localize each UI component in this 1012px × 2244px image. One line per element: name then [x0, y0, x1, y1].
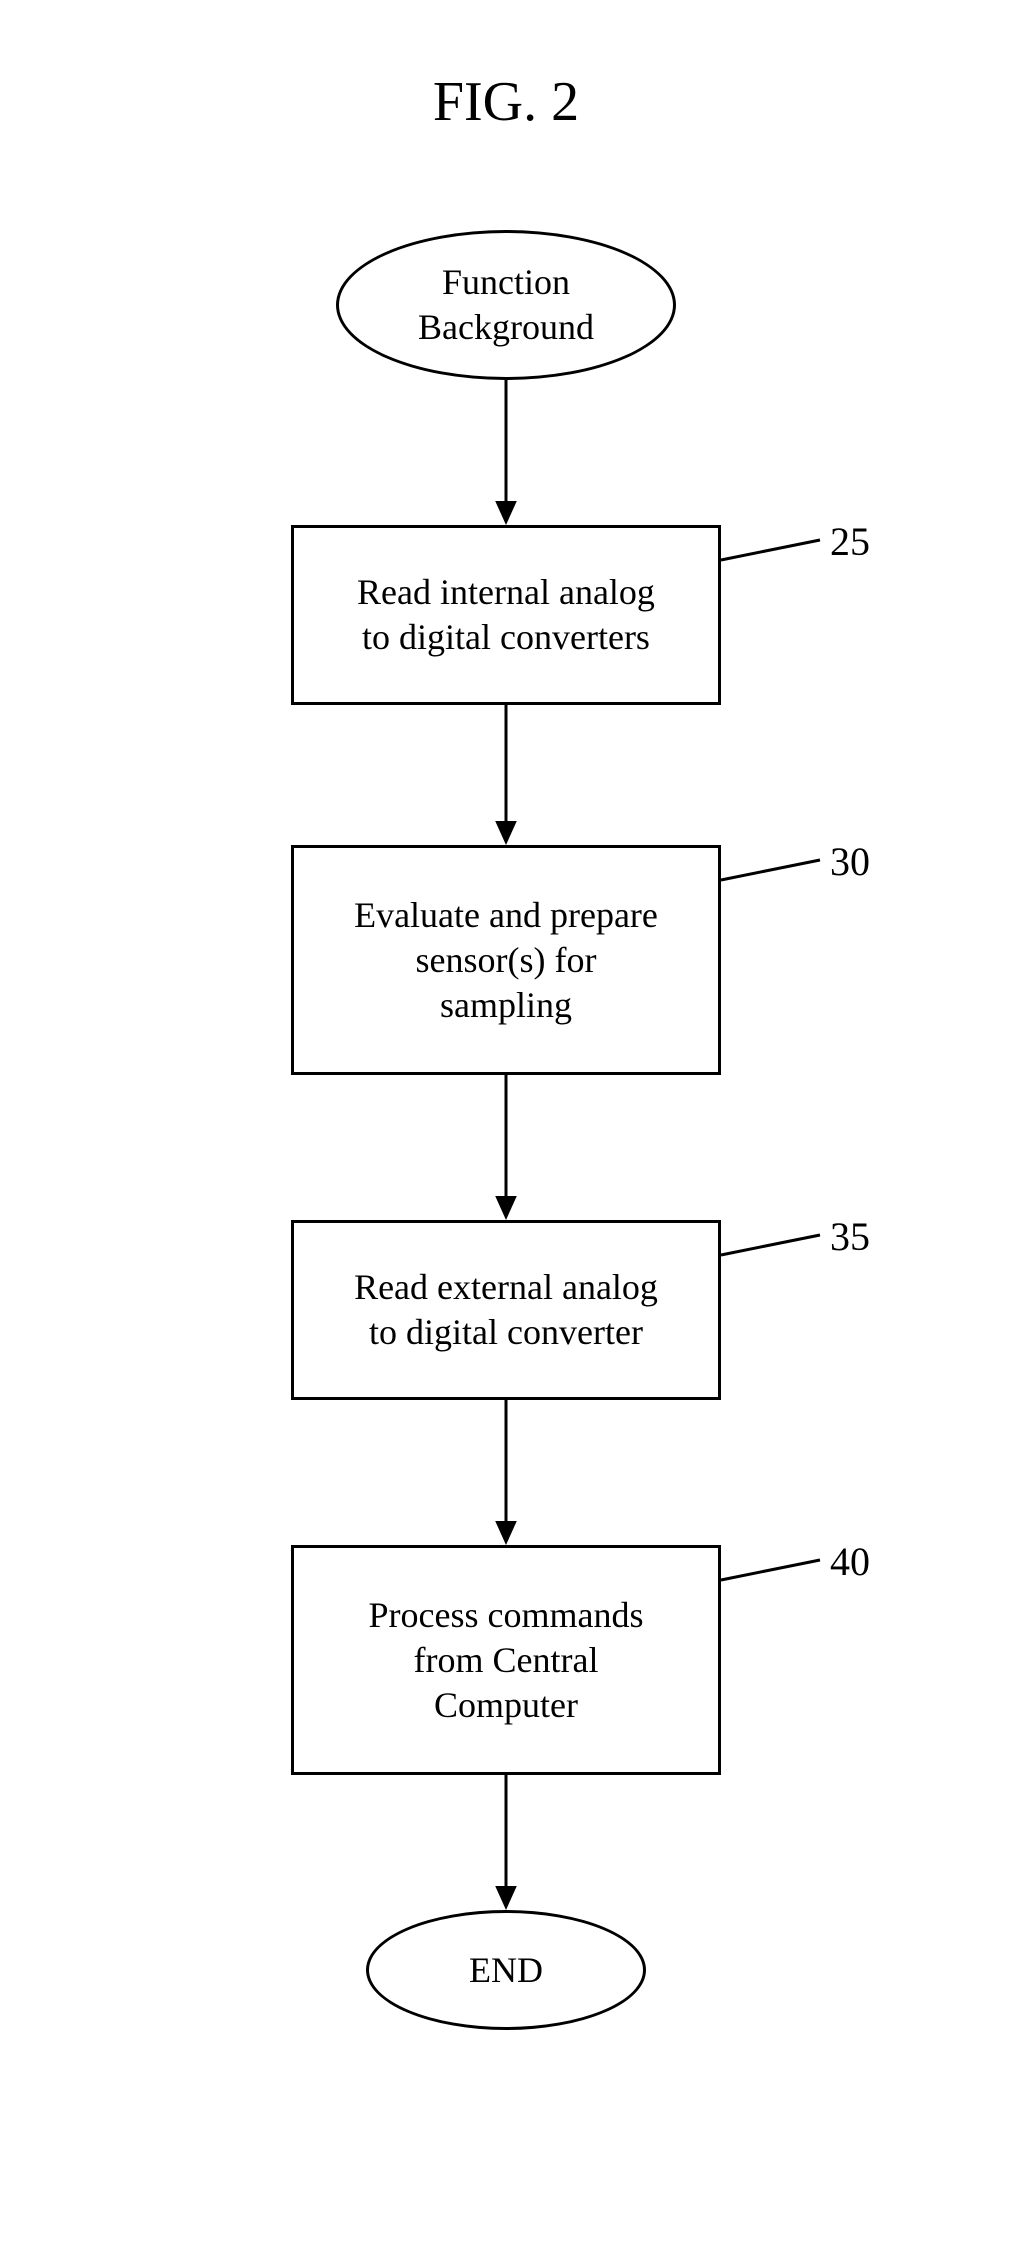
label-leader	[0, 0, 1012, 2244]
reference-label-40: 40	[830, 1538, 870, 1585]
